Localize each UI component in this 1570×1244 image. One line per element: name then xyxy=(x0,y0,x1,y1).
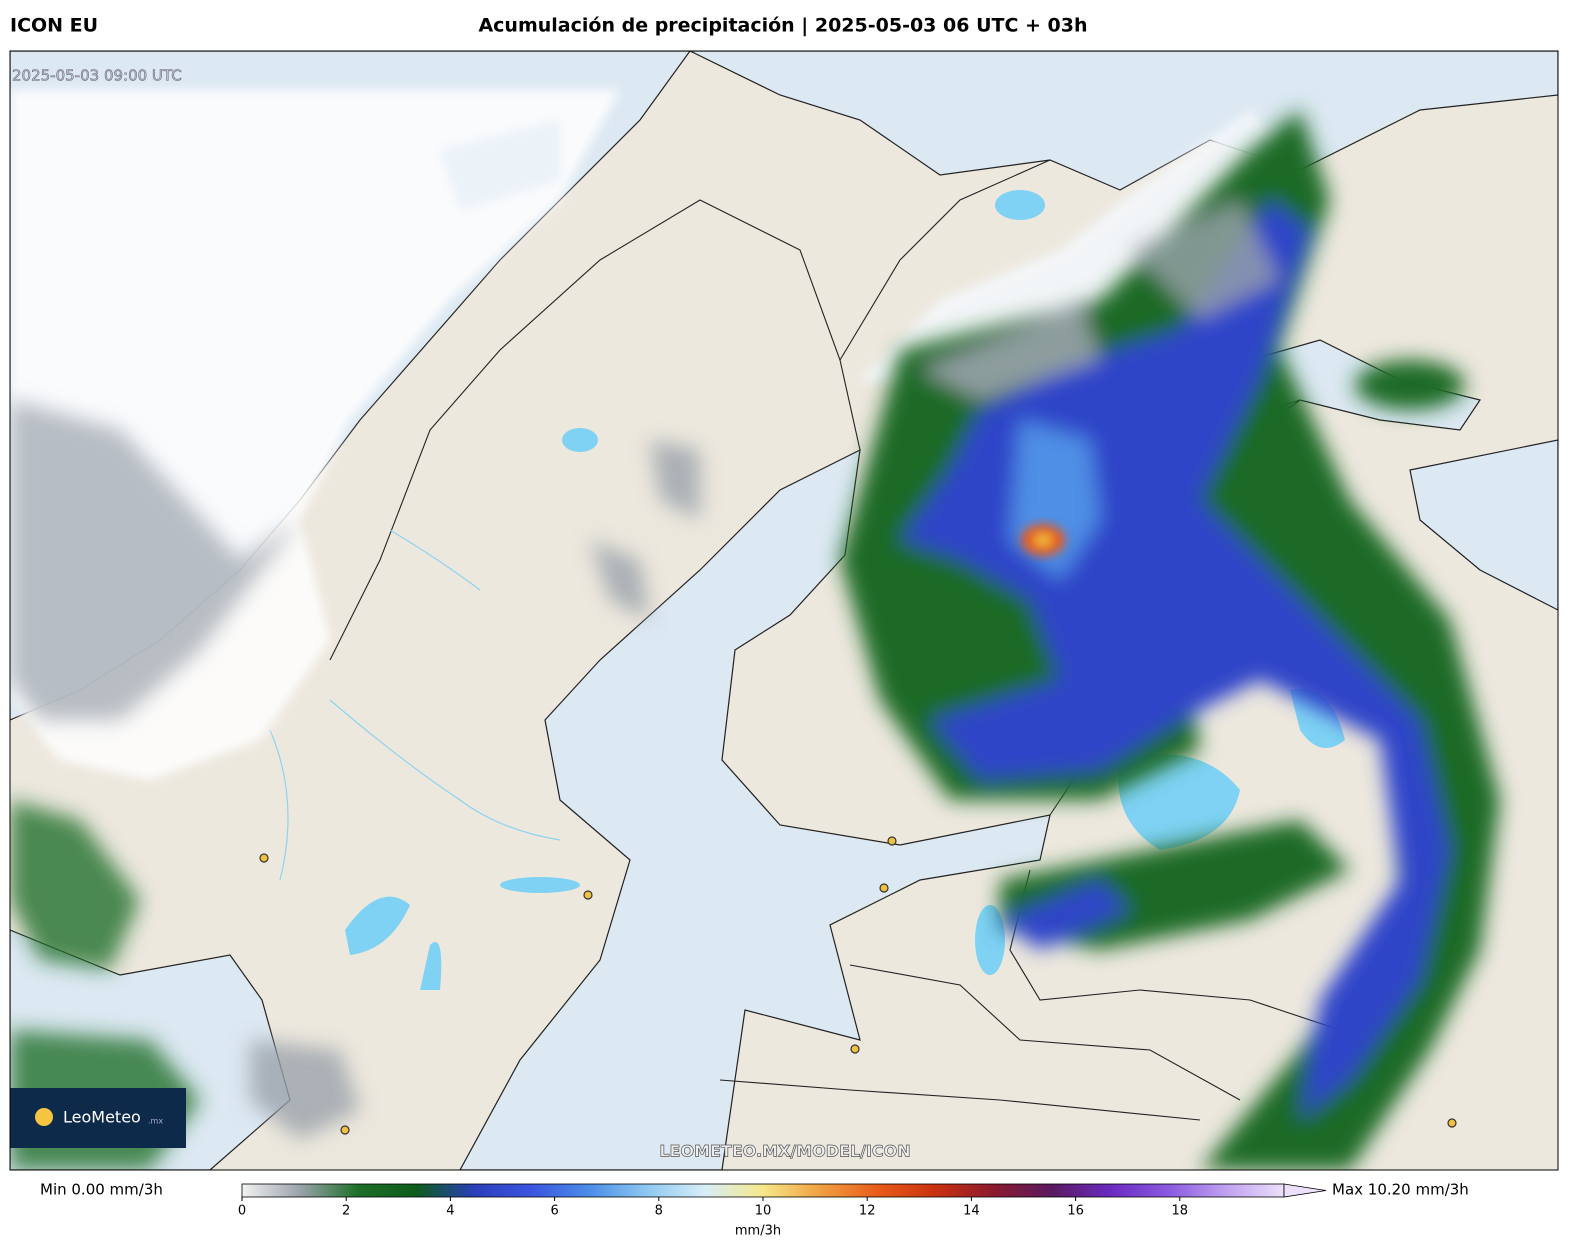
map-title: Acumulación de precipitación | 2025-05-0… xyxy=(478,15,1087,37)
logo-suffix: .mx xyxy=(148,1117,163,1126)
cities xyxy=(259,836,1457,1135)
colorbar-unit: mm/3h xyxy=(735,1224,781,1239)
colorbar-tick-label: 14 xyxy=(963,1204,980,1219)
colorbar-tick-label: 8 xyxy=(655,1204,663,1219)
lakes xyxy=(345,190,1345,990)
colorbar-tick-label: 10 xyxy=(755,1204,772,1219)
colorbar-tick-label: 0 xyxy=(238,1204,246,1219)
max-label: Max 10.20 mm/3h xyxy=(1332,1181,1469,1199)
min-label: Min 0.00 mm/3h xyxy=(40,1181,163,1199)
colorbar-bar xyxy=(241,1183,1285,1198)
colorbar-tick-label: 18 xyxy=(1172,1204,1189,1219)
logo-text: LeoMeteo xyxy=(63,1108,141,1127)
logo-sun xyxy=(35,1108,53,1126)
colorbar-tick-label: 16 xyxy=(1067,1204,1084,1219)
colorbar-tick-label: 6 xyxy=(550,1204,558,1219)
colorbar-extension xyxy=(1283,1183,1327,1198)
watermark: LEOMETEO.MX/MODEL/ICON xyxy=(659,1142,910,1161)
rivers xyxy=(269,529,561,881)
model-name: ICON EU xyxy=(10,15,98,37)
colorbar: Min 0.00 mm/3h Max 10.20 mm/3h mm/3h 0 2 4… xyxy=(40,1181,1469,1239)
valid-time: 2025-05-03 09:00 UTC xyxy=(12,67,182,85)
colorbar-tick-label: 12 xyxy=(859,1204,876,1219)
colorbar-tick-label: 2 xyxy=(342,1204,350,1219)
map-frame xyxy=(9,50,1559,1171)
precipitation-core xyxy=(1021,524,1065,556)
colorbar-tick-label: 4 xyxy=(446,1204,454,1219)
map: 2025-05-03 09:00 UTC LEOMETEO.MX/MODEL/I… xyxy=(10,51,1558,1170)
